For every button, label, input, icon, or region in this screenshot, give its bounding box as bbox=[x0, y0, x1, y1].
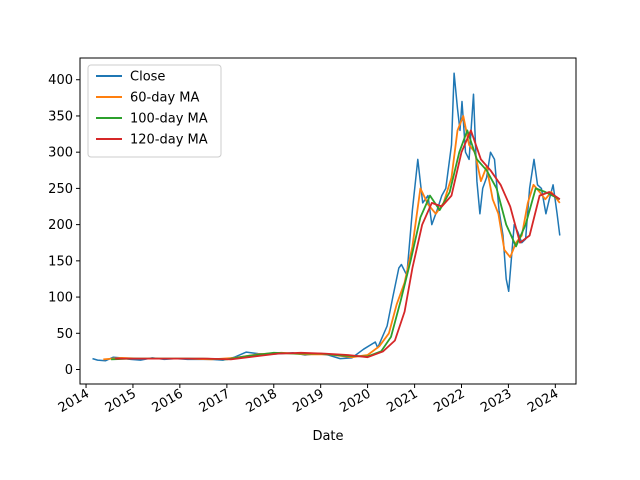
y-tick-label: 400 bbox=[48, 73, 73, 88]
legend-label: 60-day MA bbox=[130, 91, 199, 106]
y-axis: 0 50 100 150 200 250 300 350 400 bbox=[48, 73, 80, 378]
legend-label: 120-day MA bbox=[130, 133, 208, 148]
series-layer bbox=[92, 72, 561, 362]
y-tick-label: 350 bbox=[48, 109, 73, 124]
y-tick-label: 50 bbox=[56, 327, 73, 342]
legend-box bbox=[87, 64, 222, 158]
series-line-3 bbox=[115, 129, 561, 361]
y-tick-label: 200 bbox=[48, 218, 73, 233]
y-tick-label: 300 bbox=[48, 146, 73, 161]
y-tick-label: 250 bbox=[48, 182, 73, 197]
legend-label: Close bbox=[130, 70, 165, 85]
y-tick-label: 0 bbox=[65, 363, 73, 378]
y-tick-label: 150 bbox=[48, 254, 73, 269]
x-axis-label: Date bbox=[312, 429, 343, 444]
legend: Close 60-day MA 100-day MA 120-day MA bbox=[87, 64, 222, 158]
legend-label: 100-day MA bbox=[130, 112, 208, 127]
y-tick-label: 100 bbox=[48, 291, 73, 306]
plot-frame bbox=[79, 57, 577, 385]
